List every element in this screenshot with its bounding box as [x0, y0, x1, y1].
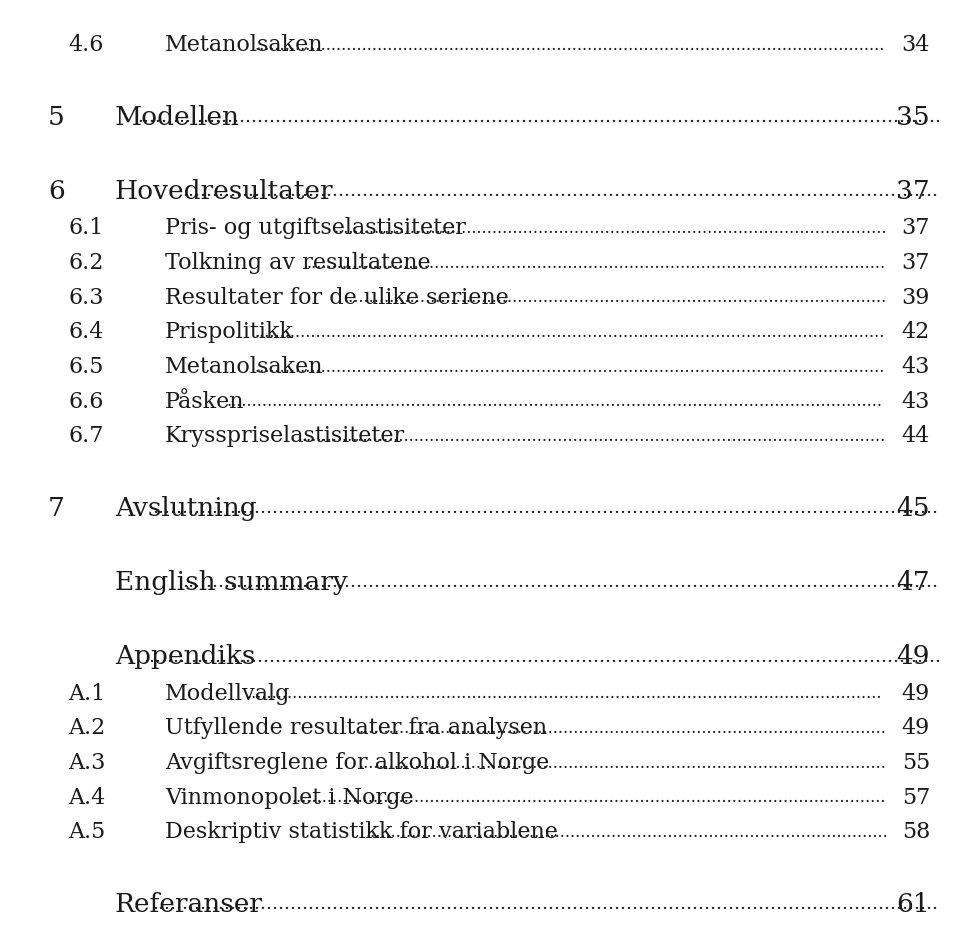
Text: ................................................................................: ........................................… — [344, 289, 886, 306]
Text: Påsken: Påsken — [165, 391, 245, 413]
Text: Tolkning av resultatene: Tolkning av resultatene — [165, 252, 431, 274]
Text: 61: 61 — [897, 892, 930, 917]
Text: 34: 34 — [901, 34, 930, 57]
Text: Utfyllende resultater fra analysen: Utfyllende resultater fra analysen — [165, 717, 547, 739]
Text: Vinmonopolet i Norge: Vinmonopolet i Norge — [165, 786, 414, 809]
Text: A.3: A.3 — [68, 752, 106, 774]
Text: 37: 37 — [897, 178, 930, 204]
Text: Metanolsaken: Metanolsaken — [165, 356, 324, 379]
Text: Avslutning: Avslutning — [115, 496, 256, 521]
Text: 55: 55 — [901, 752, 930, 774]
Text: English summary: English summary — [115, 570, 348, 595]
Text: 39: 39 — [901, 287, 930, 309]
Text: ................................................................................: ........................................… — [306, 255, 885, 272]
Text: 47: 47 — [897, 570, 930, 595]
Text: 4.6: 4.6 — [68, 34, 104, 57]
Text: ................................................................................: ........................................… — [254, 37, 884, 54]
Text: ................................................................................: ........................................… — [227, 394, 883, 411]
Text: ................................................................................: ........................................… — [291, 789, 886, 806]
Text: ................................................................................: ........................................… — [247, 685, 882, 702]
Text: Modellvalg: Modellvalg — [165, 683, 290, 705]
Text: Avgiftsreglene for alkohol i Norge: Avgiftsreglene for alkohol i Norge — [165, 752, 549, 774]
Text: Appendiks: Appendiks — [115, 644, 255, 669]
Text: Hovedresultater: Hovedresultater — [115, 178, 334, 204]
Text: Krysspriselastisiteter: Krysspriselastisiteter — [165, 426, 405, 447]
Text: 6.6: 6.6 — [68, 391, 104, 413]
Text: Prispolitikk: Prispolitikk — [165, 322, 294, 344]
Text: 43: 43 — [901, 391, 930, 413]
Text: ................................................................................: ........................................… — [366, 824, 888, 841]
Text: 7: 7 — [48, 496, 65, 521]
Text: 42: 42 — [901, 322, 930, 344]
Text: ................................................................................: ........................................… — [182, 573, 938, 592]
Text: 6.2: 6.2 — [68, 252, 104, 274]
Text: 37: 37 — [901, 252, 930, 274]
Text: 43: 43 — [901, 356, 930, 379]
Text: ................................................................................: ........................................… — [254, 324, 884, 341]
Text: 5: 5 — [48, 105, 64, 129]
Text: ................................................................................: ........................................… — [152, 895, 938, 913]
Text: A.4: A.4 — [68, 786, 106, 809]
Text: Resultater for de ulike seriene: Resultater for de ulike seriene — [165, 287, 509, 309]
Text: Modellen: Modellen — [115, 105, 240, 129]
Text: A.5: A.5 — [68, 821, 106, 843]
Text: ................................................................................: ........................................… — [333, 220, 887, 237]
Text: ................................................................................: ........................................… — [358, 754, 886, 771]
Text: ................................................................................: ........................................… — [182, 182, 938, 200]
Text: 49: 49 — [901, 683, 930, 705]
Text: 58: 58 — [901, 821, 930, 843]
Text: A.2: A.2 — [68, 717, 106, 739]
Text: Metanolsaken: Metanolsaken — [165, 34, 324, 57]
Text: Pris- og utgiftselastisiteter: Pris- og utgiftselastisiteter — [165, 217, 466, 240]
Text: ................................................................................: ........................................… — [301, 428, 885, 445]
Text: ................................................................................: ........................................… — [137, 109, 941, 126]
Text: 6.3: 6.3 — [68, 287, 104, 309]
Text: 6: 6 — [48, 178, 64, 204]
Text: 37: 37 — [901, 217, 930, 240]
Text: 6.5: 6.5 — [68, 356, 104, 379]
Text: A.1: A.1 — [68, 683, 106, 705]
Text: 49: 49 — [897, 644, 930, 669]
Text: 57: 57 — [901, 786, 930, 809]
Text: 44: 44 — [901, 426, 930, 447]
Text: ................................................................................: ........................................… — [152, 499, 938, 517]
Text: ................................................................................: ........................................… — [358, 720, 886, 737]
Text: Referanser: Referanser — [115, 892, 263, 917]
Text: 45: 45 — [897, 496, 930, 521]
Text: Deskriptiv statistikk for variablene: Deskriptiv statistikk for variablene — [165, 821, 558, 843]
Text: 6.7: 6.7 — [68, 426, 104, 447]
Text: 6.1: 6.1 — [68, 217, 104, 240]
Text: ................................................................................: ........................................… — [254, 359, 884, 376]
Text: 49: 49 — [901, 717, 930, 739]
Text: ................................................................................: ........................................… — [143, 648, 941, 666]
Text: 6.4: 6.4 — [68, 322, 104, 344]
Text: 35: 35 — [897, 105, 930, 129]
